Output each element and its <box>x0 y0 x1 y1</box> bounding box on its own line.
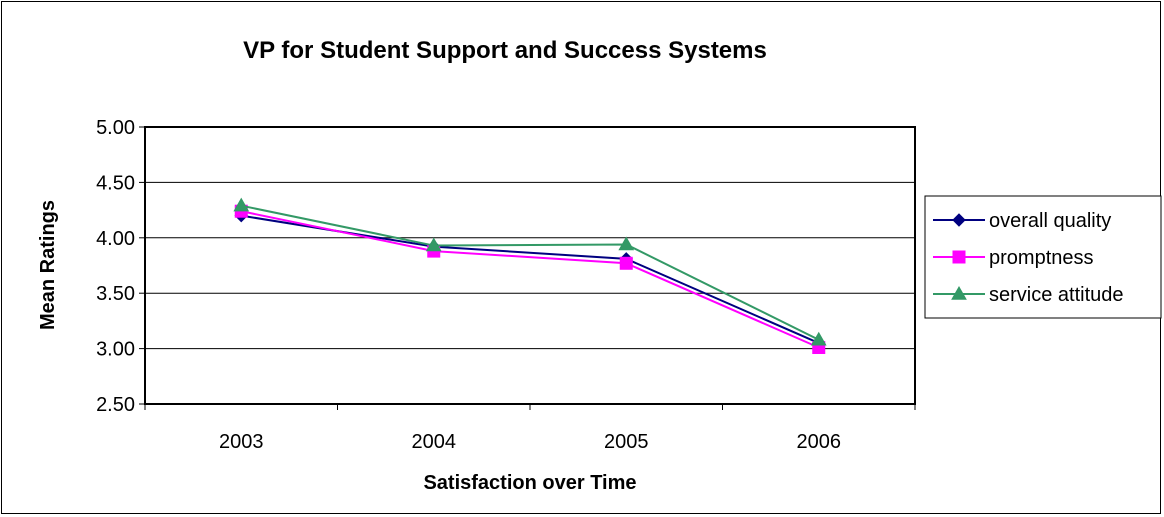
x-tick-label: 2006 <box>797 431 842 453</box>
data-point-service-attitude <box>425 237 442 252</box>
data-point-service-attitude <box>233 197 250 212</box>
legend-marker <box>951 285 967 300</box>
y-tick-label: 5.00 <box>96 117 135 139</box>
legend-label: overall quality <box>989 210 1111 232</box>
series-line-service-attitude <box>241 204 820 341</box>
x-tick-label: 2004 <box>412 431 457 453</box>
y-tick-label: 4.00 <box>96 228 135 250</box>
x-axis-title: Satisfaction over Time <box>423 472 636 494</box>
legend-marker <box>952 213 966 227</box>
legend-marker <box>952 250 966 264</box>
y-tick-label: 3.00 <box>96 339 135 361</box>
data-point-promptness <box>619 256 633 270</box>
x-tick-label: 2003 <box>219 431 264 453</box>
y-tick-label: 4.50 <box>96 172 135 194</box>
y-axis-title: Mean Ratings <box>37 200 59 330</box>
series-line-promptness <box>241 210 820 349</box>
legend-label: service attitude <box>989 284 1124 306</box>
x-tick-label: 2005 <box>604 431 649 453</box>
data-point-service-attitude <box>618 236 635 251</box>
y-tick-label: 3.50 <box>96 283 135 305</box>
plot-area <box>145 127 915 404</box>
y-tick-label: 2.50 <box>96 394 135 416</box>
chart-title: VP for Student Support and Success Syste… <box>243 37 767 64</box>
legend-label: promptness <box>989 247 1094 269</box>
data-point-service-attitude <box>810 331 827 346</box>
